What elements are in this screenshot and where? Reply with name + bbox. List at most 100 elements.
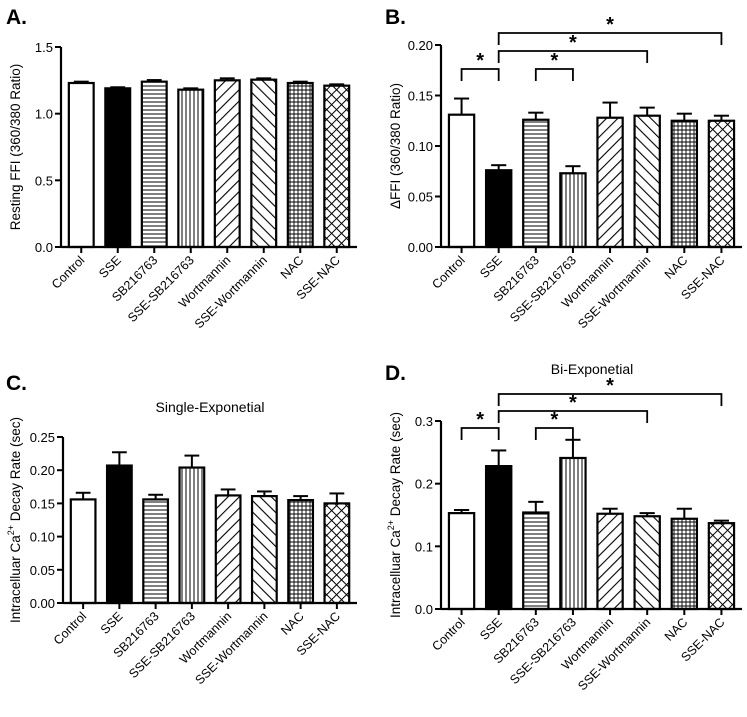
panel-label: B. [385,6,406,29]
y-axis-label: Intracelluar Ca2+ Decay Rate (sec) [386,412,403,618]
y-tick-label: 0.2 [415,477,433,492]
bar-nac [670,119,699,249]
panel-label: D. [385,362,406,385]
y-axis-label-superscript: 2+ [6,525,16,535]
y-axis-label: Intracelluar Ca2+ Decay Rate (sec) [6,417,23,623]
x-tick-label: NAC [278,609,307,638]
bar-control [67,81,95,249]
x-tick-label: Control [429,615,467,653]
bar-sse-nac [707,522,736,611]
bar-sb216763 [142,498,170,605]
y-axis-label: Resting FFI (360/380 Ratio) [8,64,23,231]
x-tick-label: Control [49,253,87,291]
x-tick-label: NAC [662,253,691,282]
significance-bracket [534,427,574,440]
chart-title: Bi-Exponetial [551,361,634,377]
bar-nac [286,81,314,249]
y-tick-label: 0.00 [30,596,55,611]
bar-control [447,512,476,611]
x-tick-label: SSE [96,253,124,281]
y-tick-label: 0.00 [408,240,433,255]
significance-star: * [550,50,558,72]
significance-star: * [550,409,558,431]
bar-control [447,113,476,249]
significance-bracket [497,50,649,63]
bar-sse-sb216763 [178,466,206,605]
y-axis-label-part: ΔFFI (360/380 Ratio) [388,83,403,209]
bar-sse [484,465,513,611]
significance-bracket [460,427,500,440]
bar-sse-wortmannin [250,78,278,249]
chart-title: Single-Exponetial [156,399,265,415]
bar-sse-wortmannin [250,494,278,605]
x-tick-label: SSE-SB216763 [125,253,197,325]
panel-label: A. [6,6,27,29]
significance-star: * [476,50,484,72]
y-tick-label: 0.25 [30,430,55,445]
significance-star: * [606,375,614,397]
y-tick-label: 0.15 [408,89,433,104]
y-axis-label: ΔFFI (360/380 Ratio) [388,83,403,209]
x-tick-label: NAC [662,615,691,644]
bar-wortmannin [213,79,241,249]
x-tick-label: Control [429,253,467,291]
bar-sse-nac [707,119,736,249]
significance-bracket [460,68,500,81]
bar-sse-sb216763 [559,172,587,249]
y-axis-label-part: Decay Rate (sec) [388,412,403,520]
y-axis-label-part: Decay Rate (sec) [8,417,23,525]
chart-panel-d: D. Bi-Exponetial Intracelluar Ca2+ Decay R… [385,361,742,693]
bar-sse [484,169,513,249]
x-tick-label: SSE-SB216763 [507,253,579,325]
bar-nac [670,517,699,611]
bar-sb216763 [522,511,550,611]
y-tick-label: 1.0 [35,107,53,122]
significance-bracket [497,32,723,45]
bar-wortmannin [214,494,242,605]
y-tick-label: 0.0 [35,240,53,255]
bar-sse [104,87,132,249]
y-tick-label: 0.05 [30,563,55,578]
y-tick-label: 0.10 [30,530,55,545]
significance-star: * [606,14,614,36]
x-tick-label: Control [51,609,89,647]
significance-star: * [569,32,577,54]
significance-bracket [534,68,574,81]
y-tick-label: 0.20 [408,38,433,53]
y-axis-label-superscript: 2+ [386,520,396,530]
y-tick-label: 0.0 [415,602,433,617]
significance-bracket [497,393,723,406]
bar-control [69,498,97,605]
chart-panel-a: A. Resting FFI (360/380 Ratio) Control SSES… [6,6,357,331]
bar-sse-nac [323,84,351,249]
bar-nac [287,498,315,605]
bar-sb216763 [522,118,550,249]
x-tick-label: SSE [477,615,505,643]
x-tick-label: SSE [477,253,505,281]
bar-sse [105,464,133,605]
y-axis-label-part: Intracelluar Ca [388,530,403,618]
y-tick-label: 0.20 [30,463,55,478]
x-tick-label: SSE [98,609,126,637]
x-tick-label: NAC [278,253,307,282]
y-tick-label: 0.3 [415,414,433,429]
y-tick-label: 1.5 [35,40,53,55]
significance-bracket [497,410,649,423]
panel-label: C. [6,372,27,395]
bar-wortmannin [596,116,624,249]
y-tick-label: 0.5 [35,173,53,188]
bar-sse-nac [323,502,351,605]
y-tick-label: 0.1 [415,539,433,554]
y-tick-label: 0.10 [408,139,433,154]
bar-sse-sb216763 [559,456,587,611]
bar-wortmannin [596,512,624,611]
significance-star: * [476,409,484,431]
y-axis-label-part: Resting FFI (360/380 Ratio) [8,64,23,231]
bar-sb216763 [140,80,168,249]
x-tick-label: SSE-SB216763 [507,615,579,687]
y-tick-label: 0.05 [408,190,433,205]
bar-sse-wortmannin [633,515,661,611]
chart-panel-b: B.ΔFFI (360/380 Ratio)Control SSESB216763… [385,6,742,331]
bar-sse-wortmannin [633,114,661,249]
